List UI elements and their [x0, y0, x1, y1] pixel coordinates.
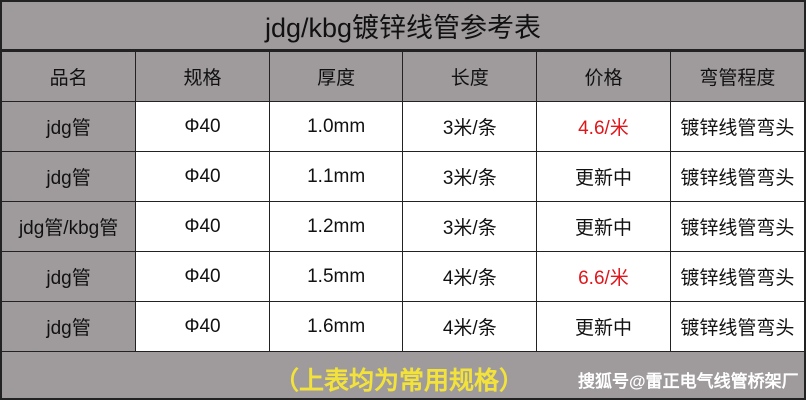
cell-length: 4米/条: [402, 301, 538, 352]
col-header-thickness: 厚度: [268, 51, 404, 102]
footer: （上表均为常用规格） 搜狐号@雷正电气线管桥架厂: [2, 352, 804, 400]
col-header-bend: 弯管程度: [669, 51, 804, 102]
cell-name: jdg管: [2, 251, 137, 302]
cell-length: 4米/条: [402, 251, 538, 302]
cell-thickness: 1.0mm: [268, 101, 404, 152]
table-row: jdg管 Φ40 1.1mm 3米/条 更新中 镀锌线管弯头: [2, 151, 804, 202]
cell-length: 3米/条: [402, 201, 538, 252]
header-row: 品名 规格 厚度 长度 价格 弯管程度: [2, 51, 804, 102]
cell-name: jdg管: [2, 301, 137, 352]
table-row: jdg管 Φ40 1.0mm 3米/条 4.6/米 镀锌线管弯头: [2, 101, 804, 152]
table-row: jdg管/kbg管 Φ40 1.2mm 3米/条 更新中 镀锌线管弯头: [2, 201, 804, 252]
cell-thickness: 1.1mm: [268, 151, 404, 202]
cell-price: 更新中: [536, 301, 671, 352]
cell-price: 6.6/米: [536, 251, 671, 302]
cell-thickness: 1.5mm: [268, 251, 404, 302]
cell-length: 3米/条: [402, 151, 538, 202]
table-title: jdg/kbg镀锌线管参考表: [2, 2, 804, 51]
footer-note: （上表均为常用规格）: [274, 367, 525, 395]
col-header-name: 品名: [2, 51, 137, 102]
table-row: jdg管 Φ40 1.6mm 4米/条 更新中 镀锌线管弯头: [2, 301, 804, 352]
table-row: jdg管 Φ40 1.5mm 4米/条 6.6/米 镀锌线管弯头: [2, 251, 804, 302]
cell-length: 3米/条: [402, 101, 538, 152]
cell-spec: Φ40: [135, 251, 270, 302]
cell-price: 更新中: [536, 201, 671, 252]
col-header-price: 价格: [536, 51, 671, 102]
cell-bend: 镀锌线管弯头: [669, 201, 804, 252]
cell-bend: 镀锌线管弯头: [669, 251, 804, 302]
cell-thickness: 1.6mm: [268, 301, 404, 352]
cell-spec: Φ40: [135, 151, 270, 202]
col-header-spec: 规格: [135, 51, 270, 102]
cell-bend: 镀锌线管弯头: [669, 101, 804, 152]
cell-name: jdg管: [2, 101, 137, 152]
price-table: 品名 规格 厚度 长度 价格 弯管程度 jdg管 Φ40 1.0mm 3米/条 4.6/…: [2, 51, 804, 352]
cell-name: jdg管/kbg管: [2, 201, 137, 252]
cell-spec: Φ40: [135, 201, 270, 252]
cell-spec: Φ40: [135, 101, 270, 152]
cell-price: 更新中: [536, 151, 671, 202]
cell-price: 4.6/米: [536, 101, 671, 152]
cell-thickness: 1.2mm: [268, 201, 404, 252]
col-header-length: 长度: [402, 51, 538, 102]
cell-bend: 镀锌线管弯头: [669, 301, 804, 352]
watermark: 搜狐号@雷正电气线管桥架厂: [578, 372, 799, 391]
cell-spec: Φ40: [135, 301, 270, 352]
cell-name: jdg管: [2, 151, 137, 202]
cell-bend: 镀锌线管弯头: [669, 151, 804, 202]
